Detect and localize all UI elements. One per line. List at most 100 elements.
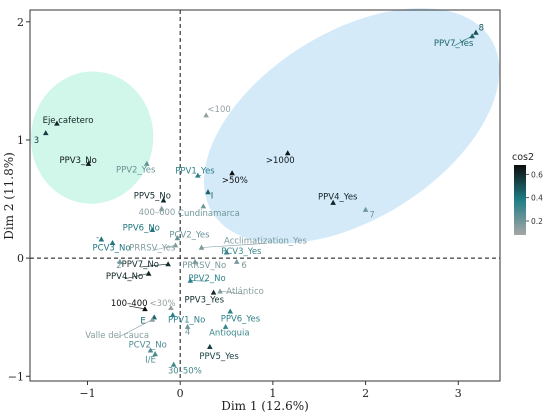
y-axis-title: Dim 2 (11.8%) [2, 152, 16, 240]
data-point-marker [168, 304, 174, 310]
data-point-marker [222, 323, 229, 329]
label-leader-line [129, 305, 146, 310]
y-tick-label: −1 [8, 370, 24, 383]
point-label: PPV7_Yes [434, 39, 474, 49]
data-point-marker [210, 289, 217, 295]
data-point-marker [200, 203, 207, 209]
legend-ticks: 0.2 0.4 0.6 [526, 170, 543, 226]
data-point-marker [144, 160, 150, 166]
point-label: I [211, 192, 214, 202]
data-point-marker [217, 288, 223, 294]
data-point-marker [98, 236, 105, 242]
data-point-marker [187, 277, 194, 283]
data-point-marker [152, 351, 158, 357]
data-point-marker [284, 150, 291, 156]
data-point-marker [145, 270, 152, 276]
x-tick-label: 1 [269, 387, 276, 400]
point-label: PPV6_Yes [221, 314, 261, 324]
point-label: I/E [145, 356, 156, 366]
point-label: PPV6_No [123, 223, 160, 233]
point-label: E [140, 317, 145, 327]
data-point-marker [42, 130, 49, 136]
label-leader-line [190, 280, 208, 282]
point-label: PCV3_No [93, 243, 131, 253]
data-point-marker [170, 361, 177, 367]
label-leader-line [117, 319, 153, 339]
point-label: 30–50% [168, 366, 202, 376]
point-label: Valle del cauca [85, 331, 149, 341]
cluster-ellipse-2 [203, 8, 500, 244]
x-tick-label: 2 [362, 387, 369, 400]
label-leader-line [152, 244, 176, 251]
point-label: Antioquia [209, 329, 249, 339]
data-point-marker [192, 258, 198, 264]
data-point-marker [147, 347, 154, 353]
reference-lines [30, 10, 500, 381]
point-label: PCV2_No [129, 340, 167, 350]
legend-tick-label: 0.6 [531, 170, 543, 179]
data-point-marker [174, 235, 181, 241]
x-tick-label: 0 [177, 387, 184, 400]
data-point-marker [330, 199, 336, 205]
data-point-marker [117, 258, 123, 264]
point-label: PPV1_Yes [175, 167, 215, 177]
data-point-marker [205, 189, 211, 195]
point-label: PPV5_No [134, 192, 171, 202]
x-tick-label: −1 [79, 387, 95, 400]
label-leader-line [453, 35, 473, 47]
point-label: 3 [34, 136, 39, 146]
cluster-ellipse-1 [30, 71, 154, 204]
point-label: PPV3_Yes [185, 295, 225, 305]
legend-tick-label: 0.2 [531, 217, 543, 226]
point-label: PPV1_No [168, 316, 205, 326]
data-point-marker [194, 172, 201, 178]
point-label: 100–400 [111, 299, 148, 309]
label-leader-line [201, 243, 266, 248]
point-label: PPV2_No [188, 274, 225, 284]
point-label: >50% [222, 176, 248, 186]
y-tick-label: 0 [17, 252, 24, 265]
point-label: >1000 [266, 156, 295, 166]
data-point-marker [158, 205, 165, 211]
data-point-marker [169, 312, 176, 318]
point-label: PPV5_Yes [199, 352, 239, 362]
axis-ticks: −1 0 1 2 3 −1 0 1 2 [8, 16, 462, 400]
x-tick-label: 3 [455, 387, 462, 400]
data-point-marker [203, 112, 209, 118]
legend-colorbar [514, 165, 526, 235]
data-point-marker [229, 170, 235, 176]
cluster-ellipses [30, 8, 500, 244]
point-label: 8 [479, 24, 484, 34]
point-label: <100 [207, 105, 230, 115]
data-point-marker [223, 249, 230, 255]
data-point-marker [149, 226, 156, 233]
label-leader-line [124, 273, 149, 280]
point-label: PCV3_Yes [221, 247, 262, 257]
cos2-legend: cos2 0.2 0.4 0.6 [512, 152, 543, 235]
point-label: PPV7_No [122, 260, 159, 270]
point-label: Eje cafetero [43, 116, 94, 126]
point-label: Acclimatization_Yes [224, 236, 307, 246]
data-point-marker [207, 343, 213, 349]
point-label: - [96, 233, 99, 243]
point-label: 7 [369, 210, 374, 220]
point-label: 2 [116, 261, 121, 271]
point-label: 4 [185, 327, 190, 337]
data-point-marker [54, 120, 60, 126]
point-label: Cundinamarca [178, 209, 240, 219]
y-tick-label: 2 [17, 16, 24, 29]
data-point-marker [165, 261, 171, 267]
plot-frame [29, 9, 501, 382]
data-point-marker [172, 242, 179, 248]
legend-title: cos2 [512, 152, 534, 163]
y-tick-label: 1 [17, 134, 24, 147]
point-label: PRRSV_No [182, 261, 226, 271]
point-label: PPV4_No [106, 272, 143, 282]
point-label: <30% [150, 299, 176, 309]
data-point-marker [160, 197, 167, 203]
point-label: 6 [241, 261, 246, 271]
data-point-marker [109, 239, 116, 246]
point-label: Atlántico [226, 287, 264, 297]
data-point-marker [227, 308, 234, 314]
